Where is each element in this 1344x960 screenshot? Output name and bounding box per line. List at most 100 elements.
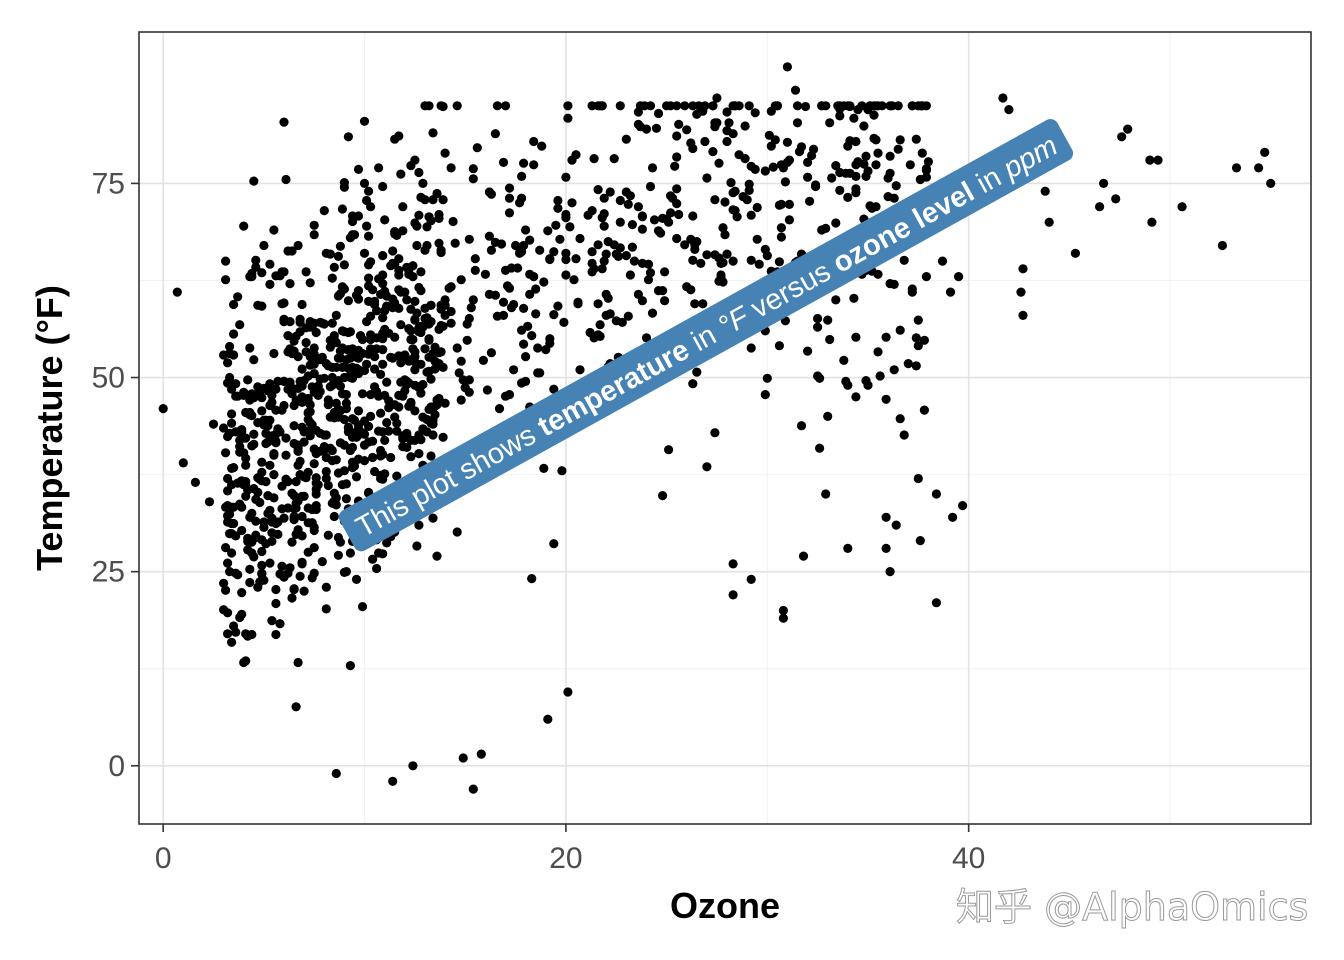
data-point [831,295,841,305]
data-point [589,154,599,164]
data-point [406,397,416,407]
data-point [567,198,577,208]
data-point [803,172,813,182]
data-point [259,517,269,527]
data-point [275,619,285,629]
data-point [627,242,638,252]
data-point [273,529,283,540]
data-point [494,404,505,414]
data-point [871,202,881,212]
data-point [913,473,923,484]
data-point [958,501,968,511]
data-point [243,536,253,547]
data-point [744,179,754,189]
data-point [1260,147,1270,157]
data-point [746,255,756,265]
data-point [907,284,917,294]
data-point [428,430,438,440]
data-point [345,233,355,243]
data-point [587,206,597,216]
data-point [954,272,964,282]
data-point [237,588,247,598]
data-point [521,352,531,362]
data-point [402,295,412,305]
data-point [504,183,515,193]
data-point [885,168,895,178]
data-point [227,409,237,419]
data-point [589,264,599,274]
data-point [323,395,333,405]
data-point [843,101,853,111]
data-point [229,329,239,339]
data-point [492,311,502,321]
data-point [281,174,291,185]
data-point [337,326,347,336]
data-point [390,332,400,342]
data-point [303,408,313,418]
data-point [289,421,299,431]
data-point [621,187,631,197]
data-point [241,656,251,666]
data-point [1153,155,1163,165]
data-point [241,460,251,470]
data-point [1095,202,1105,212]
data-point [895,135,905,145]
data-point [353,164,364,174]
data-point [863,380,873,390]
data-point [718,258,728,268]
data-point [378,270,388,280]
data-point [291,477,301,487]
data-point [923,157,934,167]
data-point [253,418,263,428]
data-point [364,186,374,196]
data-point [851,184,861,194]
data-point [178,458,188,468]
data-point [726,178,736,188]
data-point [309,349,319,359]
data-point [311,473,321,483]
data-point [472,143,482,153]
data-point [333,251,343,261]
data-point [279,117,289,127]
data-point [384,426,394,436]
data-point [458,375,468,385]
data-point [1123,124,1133,134]
data-point [754,259,764,269]
data-point [426,418,436,428]
data-point [597,264,607,274]
data-point [1254,163,1264,173]
data-point [873,347,883,357]
data-point [359,178,370,188]
data-point [859,121,869,131]
data-point [309,230,319,240]
data-point [412,308,422,318]
data-point [601,289,611,299]
data-point [353,286,364,296]
data-point [792,118,803,128]
data-point [807,150,817,161]
data-point [347,372,358,382]
data-point [281,450,291,460]
data-point [331,768,341,779]
data-point [800,101,811,112]
data-point [271,598,281,609]
data-point [998,93,1008,103]
data-point [374,548,384,558]
data-point [229,299,239,310]
data-point [293,657,303,668]
data-point [452,101,462,111]
data-point [861,151,871,161]
data-point [498,297,509,307]
data-point [337,204,347,214]
data-point [398,226,408,236]
data-point [722,107,732,117]
data-point [746,210,756,220]
data-point [482,385,492,395]
data-point [249,552,259,562]
data-point [468,295,478,305]
data-point [434,324,444,334]
data-point [412,240,422,251]
data-point [585,327,595,338]
data-point [279,513,289,523]
data-point [327,456,337,466]
